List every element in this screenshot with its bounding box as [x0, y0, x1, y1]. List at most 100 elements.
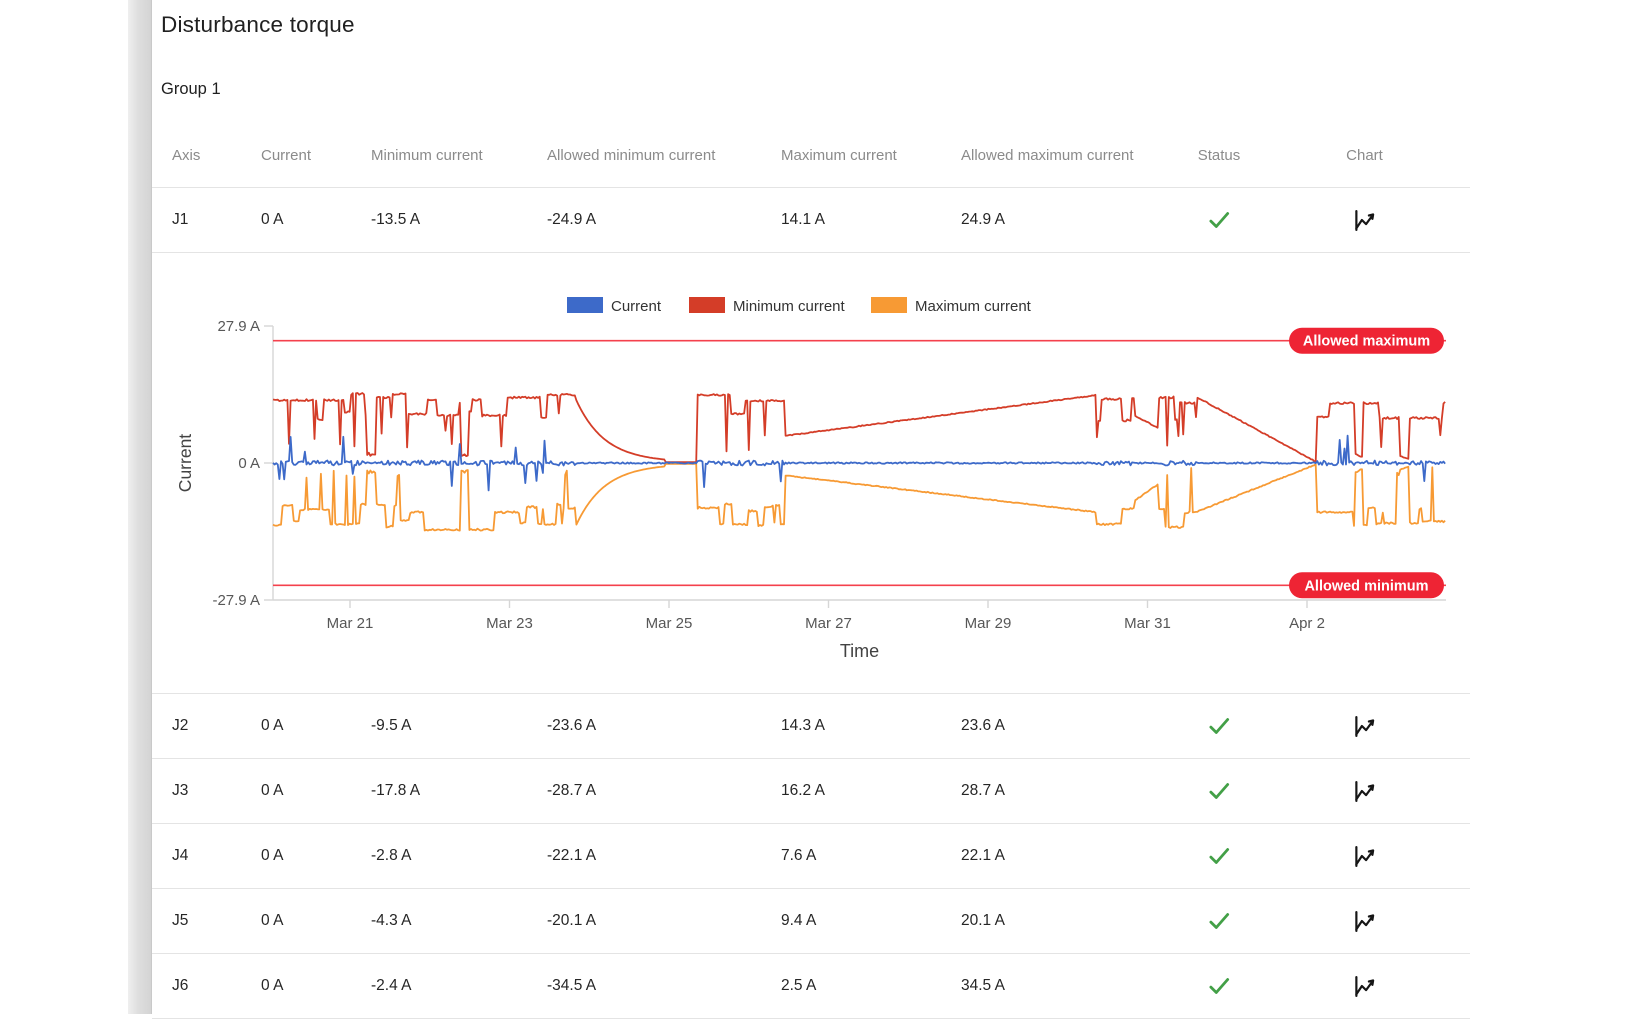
row-chart-toggle-button[interactable] — [1348, 710, 1381, 743]
y-axis-title: Current — [175, 434, 195, 492]
allowed-max-current-cell: 23.6 A — [961, 717, 1005, 734]
min-current-cell: -17.8 A — [371, 782, 421, 799]
legend-item[interactable]: Minimum current — [689, 297, 846, 315]
line-chart-icon — [1355, 910, 1375, 932]
svg-text:Minimum current: Minimum current — [733, 298, 846, 315]
min-current-cell: -2.8 A — [371, 847, 412, 864]
page-title: Disturbance torque — [161, 12, 355, 37]
min-current-cell: -4.3 A — [371, 912, 412, 929]
legend-item[interactable]: Maximum current — [871, 297, 1032, 315]
chart-cell — [1259, 905, 1470, 938]
check-icon — [1209, 913, 1230, 929]
allowed-min-current-cell: -22.1 A — [547, 847, 597, 864]
table-row: J3 0 A -17.8 A -28.7 A 16.2 A 28.7 A — [152, 759, 1470, 824]
min-current-cell: -2.4 A — [371, 977, 412, 994]
axis-cell: J6 — [172, 977, 189, 994]
table-rows-expanded: J1 0 A -13.5 A -24.9 A 14.1 A 24.9 A — [152, 188, 1470, 253]
x-tick-label: Mar 31 — [1124, 615, 1171, 632]
line-chart-icon — [1355, 845, 1375, 867]
max-current-cell: 2.5 A — [781, 977, 817, 994]
allowed-maximum-badge: Allowed maximum — [1289, 327, 1444, 354]
j1-chart-section: 27.9 A 0 A -27.9 A Mar 21 Mar 23 Mar 25 Mar 27… — [152, 253, 1470, 694]
check-icon — [1209, 848, 1230, 864]
status-cell — [1179, 778, 1259, 804]
max-current-cell: 14.3 A — [781, 717, 825, 734]
status-cell — [1179, 207, 1259, 233]
left-shadow-band — [128, 0, 152, 1014]
svg-text:Maximum current: Maximum current — [915, 298, 1032, 315]
chart-cell — [1259, 970, 1470, 1003]
allowed-min-current-cell: -24.9 A — [547, 211, 597, 228]
current-cell: 0 A — [261, 211, 284, 228]
chart-cell — [1259, 710, 1470, 743]
axis-cell: J4 — [172, 847, 189, 864]
status-cell — [1179, 843, 1259, 869]
table-header-row: Axis Current Minimum current Allowed min… — [152, 123, 1470, 188]
current-cell: 0 A — [261, 977, 284, 994]
svg-text:Allowed minimum: Allowed minimum — [1304, 578, 1428, 594]
row-chart-toggle-button[interactable] — [1348, 905, 1381, 938]
line-chart-icon — [1355, 975, 1375, 997]
current-cell: 0 A — [261, 782, 284, 799]
legend-item[interactable]: Current — [567, 297, 662, 315]
chart-cell — [1259, 840, 1470, 873]
allowed-min-current-cell: -34.5 A — [547, 977, 597, 994]
allowed-min-current-cell: -28.7 A — [547, 782, 597, 799]
allowed-max-current-cell: 24.9 A — [961, 211, 1005, 228]
y-tick-label: 0 A — [238, 455, 260, 472]
disturbance-torque-panel: Disturbance torque Group 1 Axis Current … — [152, 0, 1470, 1019]
max-current-cell: 7.6 A — [781, 847, 817, 864]
svg-text:Allowed maximum: Allowed maximum — [1303, 334, 1430, 350]
max-current-cell: 9.4 A — [781, 912, 817, 929]
current-cell: 0 A — [261, 847, 284, 864]
axis-cell: J2 — [172, 717, 189, 734]
column-header-max-current: Maximum current — [781, 146, 897, 164]
axis-cell: J3 — [172, 782, 189, 799]
svg-text:Current: Current — [611, 298, 662, 315]
allowed-max-current-cell: 34.5 A — [961, 977, 1005, 994]
column-header-allowed-max-current: Allowed maximum current — [961, 146, 1134, 164]
chart-cell — [1259, 775, 1470, 808]
current-cell: 0 A — [261, 717, 284, 734]
check-icon — [1209, 718, 1230, 734]
check-icon — [1209, 783, 1230, 799]
group-label: Group 1 — [161, 80, 221, 98]
line-chart-icon — [1355, 780, 1375, 802]
x-tick-label: Mar 25 — [646, 615, 693, 632]
max-current-cell: 14.1 A — [781, 211, 825, 228]
current-cell: 0 A — [261, 912, 284, 929]
status-cell — [1179, 908, 1259, 934]
table-rows-collapsed: J2 0 A -9.5 A -23.6 A 14.3 A 23.6 A J3 0 A -17.8… — [152, 694, 1470, 1019]
check-icon — [1209, 212, 1230, 228]
row-chart-toggle-button[interactable] — [1348, 970, 1381, 1003]
row-chart-toggle-button[interactable] — [1348, 204, 1381, 237]
column-header-status: Status — [1197, 146, 1241, 164]
table-row: J4 0 A -2.8 A -22.1 A 7.6 A 22.1 A — [152, 824, 1470, 889]
axis-cell: J5 — [172, 912, 189, 929]
allowed-min-current-cell: -20.1 A — [547, 912, 597, 929]
row-chart-toggle-button[interactable] — [1348, 775, 1381, 808]
allowed-max-current-cell: 20.1 A — [961, 912, 1005, 929]
x-tick-label: Mar 29 — [965, 615, 1012, 632]
allowed-min-current-cell: -23.6 A — [547, 717, 597, 734]
table-row: J2 0 A -9.5 A -23.6 A 14.3 A 23.6 A — [152, 694, 1470, 759]
max-current-cell: 16.2 A — [781, 782, 825, 799]
column-header-allowed-min-current: Allowed minimum current — [547, 146, 716, 164]
column-header-chart: Chart — [1346, 146, 1383, 164]
allowed-max-current-cell: 22.1 A — [961, 847, 1005, 864]
row-chart-toggle-button[interactable] — [1348, 840, 1381, 873]
status-cell — [1179, 713, 1259, 739]
axis-cell: J1 — [172, 211, 189, 228]
table-row: J6 0 A -2.4 A -34.5 A 2.5 A 34.5 A — [152, 954, 1470, 1019]
x-tick-label: Mar 27 — [805, 615, 852, 632]
line-chart-icon — [1355, 715, 1375, 737]
column-header-axis: Axis — [172, 146, 201, 164]
column-header-min-current: Minimum current — [371, 146, 483, 164]
line-chart-icon — [1355, 209, 1375, 231]
x-tick-label: Apr 2 — [1289, 615, 1325, 632]
y-tick-label: -27.9 A — [212, 592, 260, 609]
column-header-current: Current — [261, 146, 312, 164]
current-series — [272, 434, 1446, 492]
status-cell — [1179, 973, 1259, 999]
check-icon — [1209, 978, 1230, 994]
